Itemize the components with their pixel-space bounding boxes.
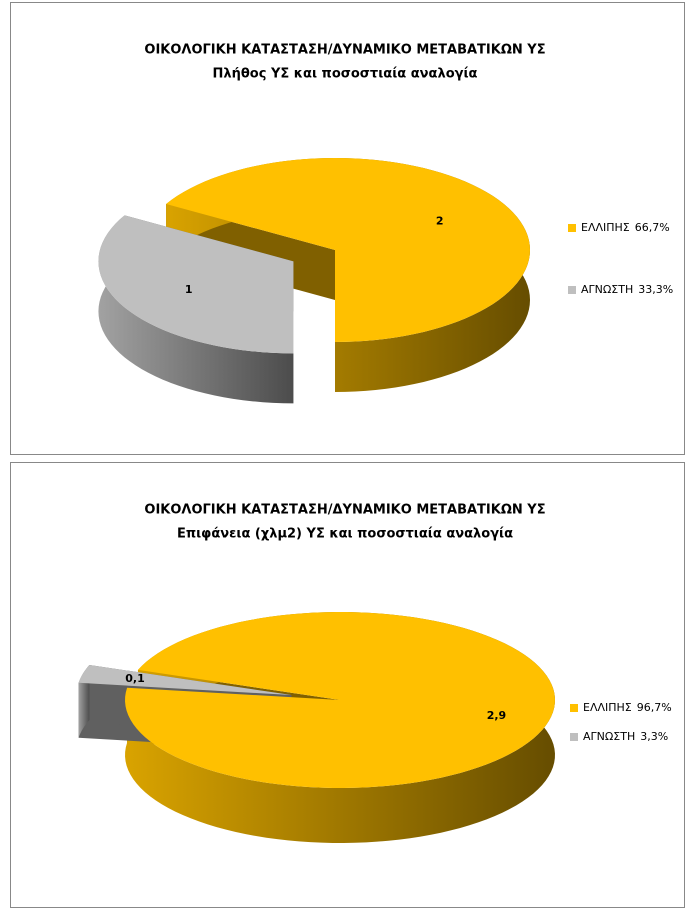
slice-side — [98, 215, 294, 404]
slice — [125, 612, 555, 788]
legend-label: ΕΛΛΙΠΗΣ 66,7% — [581, 221, 670, 234]
legend-name: ΕΛΛΙΠΗΣ — [583, 701, 632, 714]
value-label: 2,9 — [487, 709, 507, 722]
legend-name: ΑΓΝΩΣΤΗ — [583, 730, 635, 743]
legend-name: ΑΓΝΩΣΤΗ — [581, 283, 633, 296]
legend-swatch — [570, 733, 578, 741]
legend-swatch — [568, 224, 576, 232]
chart-title: ΟΙΚΟΛΟΓΙΚΗ ΚΑΤΑΣΤΑΣΗ/ΔΥΝΑΜΙΚΟ ΜΕΤΑΒΑΤΙΚΩ… — [144, 43, 545, 58]
legend-label: ΑΓΝΩΣΤΗ 33,3% — [581, 283, 673, 296]
legend-percent: 3,3% — [640, 730, 668, 743]
value-label: 2 — [436, 214, 444, 227]
value-label: 1 — [185, 283, 193, 296]
slice — [98, 215, 294, 354]
slice — [166, 158, 530, 342]
value-label: 0,1 — [125, 672, 145, 685]
legend-swatch — [568, 286, 576, 294]
chart-subtitle: Επιφάνεια (χλμ2) ΥΣ και ποσοστιαία αναλο… — [177, 527, 513, 542]
legend-percent: 33,3% — [638, 283, 673, 296]
legend-name: ΕΛΛΙΠΗΣ — [581, 221, 630, 234]
chart-title: ΟΙΚΟΛΟΓΙΚΗ ΚΑΤΑΣΤΑΣΗ/ΔΥΝΑΜΙΚΟ ΜΕΤΑΒΑΤΙΚΩ… — [144, 503, 545, 518]
legend-percent: 66,7% — [635, 221, 670, 234]
legend-label: ΕΛΛΙΠΗΣ 96,7% — [583, 701, 672, 714]
legend-label: ΑΓΝΩΣΤΗ 3,3% — [583, 730, 668, 743]
legend-percent: 96,7% — [637, 701, 672, 714]
slice — [78, 664, 292, 696]
legend-swatch — [570, 704, 578, 712]
chart-subtitle: Πλήθος ΥΣ και ποσοστιαία αναλογία — [213, 67, 478, 82]
